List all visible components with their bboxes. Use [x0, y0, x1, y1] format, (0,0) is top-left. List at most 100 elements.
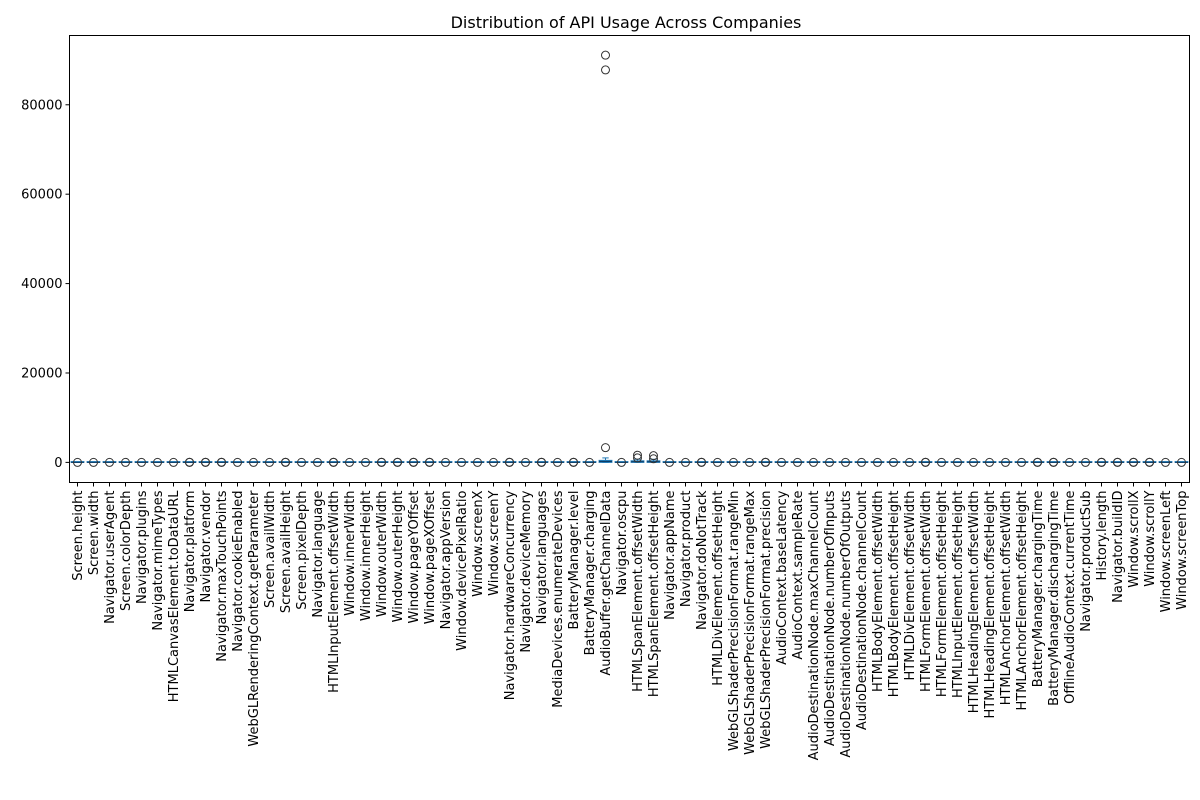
x-tick-label: WebGLShaderPrecisionFormat.rangeMin [727, 491, 742, 752]
outlier-point [697, 457, 706, 467]
outlier-point [1177, 457, 1186, 467]
outlier-point [889, 457, 898, 467]
box-group [838, 457, 853, 467]
box-group [166, 457, 181, 467]
x-tick-label: BatteryManager.level [567, 491, 582, 630]
x-tick-label: AudioDestinationNode.numberOfOutputs [839, 490, 854, 757]
x-tick-label: Navigator.platform [183, 491, 198, 613]
x-tick-label: AudioDestinationNode.channelCount [855, 491, 870, 731]
outlier-point [777, 457, 786, 467]
box-group [102, 457, 117, 467]
box-group [918, 457, 933, 467]
box-group [1062, 457, 1077, 467]
box-group [742, 457, 757, 467]
outlier-point [201, 457, 210, 467]
x-tick-label: Window.screenX [471, 490, 486, 596]
box-group [774, 457, 789, 467]
box-group [982, 457, 997, 467]
box-group [150, 457, 165, 467]
box-group [1158, 457, 1173, 467]
x-tick-label: HTMLSpanElement.offsetHeight [647, 491, 662, 698]
x-tick-label: Screen.width [87, 491, 102, 576]
outlier-point [953, 457, 962, 467]
x-tick-label: AudioDestinationNode.maxChannelCount [807, 491, 822, 761]
y-tick-label: 80000 [21, 98, 62, 113]
x-tick-label: Window.outerWidth [375, 491, 390, 618]
box-group [214, 457, 229, 467]
box-group [1126, 457, 1141, 467]
outlier-point [1145, 457, 1154, 467]
outlier-point [233, 457, 242, 467]
outlier-point [1081, 457, 1090, 467]
x-tick-label: HTMLCanvasElement.toDataURL [167, 490, 182, 702]
x-tick-label: Window.pageXOffset [423, 491, 438, 625]
x-tick-label: AudioDestinationNode.numberOfInputs [823, 490, 838, 746]
outlier-point [969, 457, 978, 467]
x-tick-label: MediaDevices.enumerateDevices [551, 490, 566, 707]
outlier-point [361, 457, 370, 467]
outlier-point [73, 457, 82, 467]
outlier-point [249, 457, 258, 467]
outlier-point [681, 457, 690, 467]
x-tick-label: Navigator.deviceMemory [519, 490, 534, 652]
box-group [230, 457, 245, 467]
outlier-point [825, 457, 834, 467]
outlier-point [633, 450, 642, 460]
outlier-point [745, 457, 754, 467]
x-tick-label: HTMLDivElement.offsetHeight [711, 491, 726, 686]
x-tick-label: Window.scrollX [1127, 490, 1142, 587]
x-tick-label: Navigator.doNotTrack [695, 490, 710, 630]
box-group [950, 457, 965, 467]
box-group [1030, 457, 1045, 467]
box-group [998, 457, 1013, 467]
x-tick-label: Navigator.productSub [1079, 491, 1094, 632]
outlier-point [601, 443, 610, 453]
box-group [118, 457, 133, 467]
outlier-point [761, 457, 770, 467]
box-group [1078, 457, 1093, 467]
box-group [886, 457, 901, 467]
x-tick-label: BatteryManager.chargingTime [1031, 491, 1046, 688]
box-group [342, 457, 357, 467]
outlier-point [313, 457, 322, 467]
outlier-point [137, 457, 146, 467]
box-group [566, 457, 581, 467]
outlier-point [985, 457, 994, 467]
outlier-point [601, 50, 610, 60]
outlier-point [297, 457, 306, 467]
outlier-point [633, 453, 642, 463]
x-tick-label: Window.screenTop [1175, 491, 1190, 610]
x-tick-label: BatteryManager.charging [583, 491, 598, 656]
box-group [486, 457, 501, 467]
box-group [390, 457, 405, 467]
box-group [854, 457, 869, 467]
x-tick-label: HTMLFormElement.offsetWidth [919, 491, 934, 692]
box-group [1174, 457, 1189, 467]
outlier-point [1113, 457, 1122, 467]
box-group [438, 457, 453, 467]
box-group [246, 457, 261, 467]
x-tick-label: HTMLInputElement.offsetHeight [951, 491, 966, 699]
x-tick-label: Navigator.mimeTypes [151, 490, 166, 630]
outlier-point [441, 457, 450, 467]
x-tick-label: HTMLAnchorElement.offsetHeight [1015, 491, 1030, 711]
outlier-point [841, 457, 850, 467]
y-tick-label: 0 [54, 456, 62, 471]
box-group [358, 457, 373, 467]
outlier-point [505, 457, 514, 467]
box-group [422, 457, 437, 467]
outlier-point [1161, 457, 1170, 467]
outlier-point [1049, 457, 1058, 467]
box-group [518, 457, 533, 467]
x-tick-label: History.length [1095, 491, 1110, 581]
x-tick-label: AudioContext.baseLatency [775, 490, 790, 665]
box-group [1014, 457, 1029, 467]
box-group [598, 50, 613, 463]
outlier-point [553, 457, 562, 467]
outlier-point [1129, 457, 1138, 467]
box-group [406, 457, 421, 467]
x-tick-label: Navigator.language [311, 491, 326, 618]
outlier-point [89, 457, 98, 467]
outlier-point [1001, 457, 1010, 467]
